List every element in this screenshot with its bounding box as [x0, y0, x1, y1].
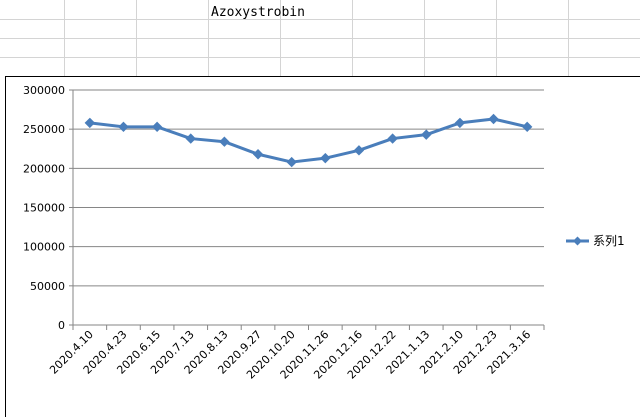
data-point: [151, 121, 163, 133]
legend-label: 系列1: [593, 234, 625, 248]
y-tick-label: 50000: [30, 280, 65, 293]
data-point: [286, 156, 297, 168]
series-layer: [84, 113, 533, 168]
chart-area[interactable]: 0 50000 100000 150000 200000 250000 300000 202…: [5, 76, 640, 417]
column-gridline: [280, 0, 281, 76]
data-point: [421, 129, 432, 140]
legend-swatch-marker: [573, 236, 582, 246]
row-gridline: [0, 19, 640, 20]
y-tick-label: 250000: [23, 123, 65, 136]
column-gridline: [136, 0, 137, 76]
sheet-title-cell: Azoxystrobin: [211, 5, 305, 20]
data-point: [219, 136, 230, 147]
column-gridline: [208, 0, 209, 76]
data-point: [454, 117, 466, 129]
legend: 系列1: [566, 234, 625, 248]
column-gridline: [352, 0, 353, 76]
line-chart: 0 50000 100000 150000 200000 250000 300000 202…: [23, 84, 625, 382]
y-tick-label: 150000: [23, 202, 65, 215]
y-tick-label: 300000: [23, 84, 65, 97]
data-point: [84, 117, 96, 129]
x-tick-labels: 2020.4.102020.4.232020.6.152020.7.132020…: [47, 328, 533, 382]
series-line: [89, 117, 528, 164]
y-tick-label: 200000: [23, 162, 65, 175]
data-point: [320, 152, 331, 164]
row-gridline: [0, 57, 640, 58]
column-gridline: [424, 0, 425, 76]
y-gridlines: [73, 89, 544, 287]
y-tick-label: 0: [58, 319, 65, 332]
y-tick-labels: 0 50000 100000 150000 200000 250000 300000: [23, 84, 65, 332]
column-gridline: [568, 0, 569, 76]
data-point: [353, 145, 365, 156]
data-point: [118, 121, 129, 133]
y-tick-label: 100000: [23, 241, 65, 254]
data-point: [387, 133, 398, 144]
data-point: [252, 149, 264, 160]
row-gridline: [0, 38, 640, 39]
spreadsheet-background: Azoxystrobin: [0, 0, 640, 76]
axes: [69, 89, 545, 330]
column-gridline: [64, 0, 65, 76]
data-point: [488, 113, 499, 125]
data-point: [185, 133, 196, 144]
data-point: [521, 121, 533, 133]
column-gridline: [496, 0, 497, 76]
